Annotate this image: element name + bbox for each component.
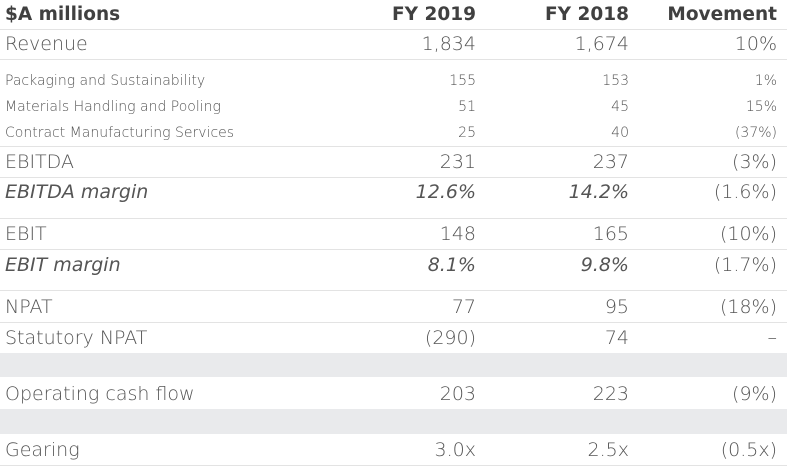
fy2018-value: 2.5x bbox=[587, 439, 629, 461]
fy2018-value: 1,674 bbox=[574, 33, 629, 55]
row-label: Operating cash flow bbox=[5, 383, 195, 405]
row-label: Gearing bbox=[5, 439, 80, 461]
separator-band bbox=[0, 353, 787, 377]
fy2019-value: 77 bbox=[451, 296, 476, 318]
row-label: Statutory NPAT bbox=[5, 327, 148, 349]
movement-value: (10%) bbox=[719, 223, 777, 245]
table-row-segment: Packaging and Sustainability 155 153 1% bbox=[0, 69, 787, 93]
fy2019-value: 3.0x bbox=[434, 439, 476, 461]
header-movement: Movement bbox=[667, 4, 777, 25]
row-divider bbox=[0, 146, 787, 147]
table-row-segment: Contract Manufacturing Services 25 40 (3… bbox=[0, 121, 787, 145]
fy2019-value: 25 bbox=[458, 125, 476, 141]
fy2019-value: 148 bbox=[439, 223, 476, 245]
row-label: EBIT bbox=[5, 223, 47, 245]
table-row-ebitda-margin: EBITDA margin 12.6% 14.2% (1.6%) bbox=[0, 178, 787, 206]
row-label: Packaging and Sustainability bbox=[5, 73, 206, 89]
fy2019-value: 155 bbox=[449, 73, 476, 89]
fy2018-value: 153 bbox=[602, 73, 629, 89]
row-label: EBIT margin bbox=[5, 254, 121, 276]
movement-value: (0.5x) bbox=[720, 439, 777, 461]
row-divider bbox=[0, 290, 787, 291]
movement-value: (37%) bbox=[734, 125, 777, 141]
fy2019-value: 12.6% bbox=[415, 181, 476, 203]
fy2019-value: 51 bbox=[458, 99, 476, 115]
movement-value: (9%) bbox=[732, 383, 777, 405]
movement-value: – bbox=[767, 327, 778, 349]
table-row-gearing: Gearing 3.0x 2.5x (0.5x) bbox=[0, 436, 787, 464]
movement-value: 1% bbox=[754, 73, 777, 89]
fy2018-value: 40 bbox=[611, 125, 629, 141]
fy2019-value: (290) bbox=[424, 327, 476, 349]
row-divider bbox=[0, 249, 787, 250]
row-label: Materials Handling and Pooling bbox=[5, 99, 221, 115]
table-row-operating-cash-flow: Operating cash flow 203 223 (9%) bbox=[0, 380, 787, 408]
fy2018-value: 74 bbox=[604, 327, 629, 349]
fy2019-value: 203 bbox=[439, 383, 476, 405]
table-row-revenue: Revenue 1,834 1,674 10% bbox=[0, 30, 787, 58]
fy2019-value: 1,834 bbox=[421, 33, 476, 55]
header-fy2018: FY 2018 bbox=[545, 4, 629, 25]
row-label: Contract Manufacturing Services bbox=[5, 125, 235, 141]
table-row-statutory-npat: Statutory NPAT (290) 74 – bbox=[0, 324, 787, 352]
fy2018-value: 223 bbox=[592, 383, 629, 405]
fy2018-value: 14.2% bbox=[568, 181, 629, 203]
movement-value: (1.6%) bbox=[713, 181, 777, 203]
fy2018-value: 165 bbox=[592, 223, 629, 245]
fy2018-value: 95 bbox=[604, 296, 629, 318]
movement-value: (1.7%) bbox=[713, 254, 777, 276]
row-label: Revenue bbox=[5, 33, 88, 55]
row-divider bbox=[0, 177, 787, 178]
table-row-ebit-margin: EBIT margin 8.1% 9.8% (1.7%) bbox=[0, 251, 787, 279]
fy2019-value: 231 bbox=[439, 151, 476, 173]
row-divider bbox=[0, 29, 787, 30]
movement-value: 15% bbox=[745, 99, 777, 115]
row-divider bbox=[0, 59, 787, 60]
table-row-ebitda: EBITDA 231 237 (3%) bbox=[0, 148, 787, 176]
movement-value: (3%) bbox=[732, 151, 777, 173]
table-row-npat: NPAT 77 95 (18%) bbox=[0, 293, 787, 321]
table-row-segment: Materials Handling and Pooling 51 45 15% bbox=[0, 95, 787, 119]
fy2018-value: 9.8% bbox=[580, 254, 629, 276]
separator-band bbox=[0, 409, 787, 434]
header-fy2019: FY 2019 bbox=[392, 4, 476, 25]
row-label: EBITDA margin bbox=[5, 181, 149, 203]
row-label: NPAT bbox=[5, 296, 53, 318]
header-units-label: $A millions bbox=[5, 4, 121, 25]
fy2018-value: 45 bbox=[611, 99, 629, 115]
fy2019-value: 8.1% bbox=[427, 254, 476, 276]
fy2018-value: 237 bbox=[592, 151, 629, 173]
movement-value: 10% bbox=[734, 33, 777, 55]
row-label: EBITDA bbox=[5, 151, 74, 173]
table-row-ebit: EBIT 148 165 (10%) bbox=[0, 220, 787, 248]
row-divider bbox=[0, 218, 787, 219]
table-header: $A millions FY 2019 FY 2018 Movement bbox=[0, 0, 787, 30]
movement-value: (18%) bbox=[719, 296, 777, 318]
row-divider bbox=[0, 322, 787, 323]
